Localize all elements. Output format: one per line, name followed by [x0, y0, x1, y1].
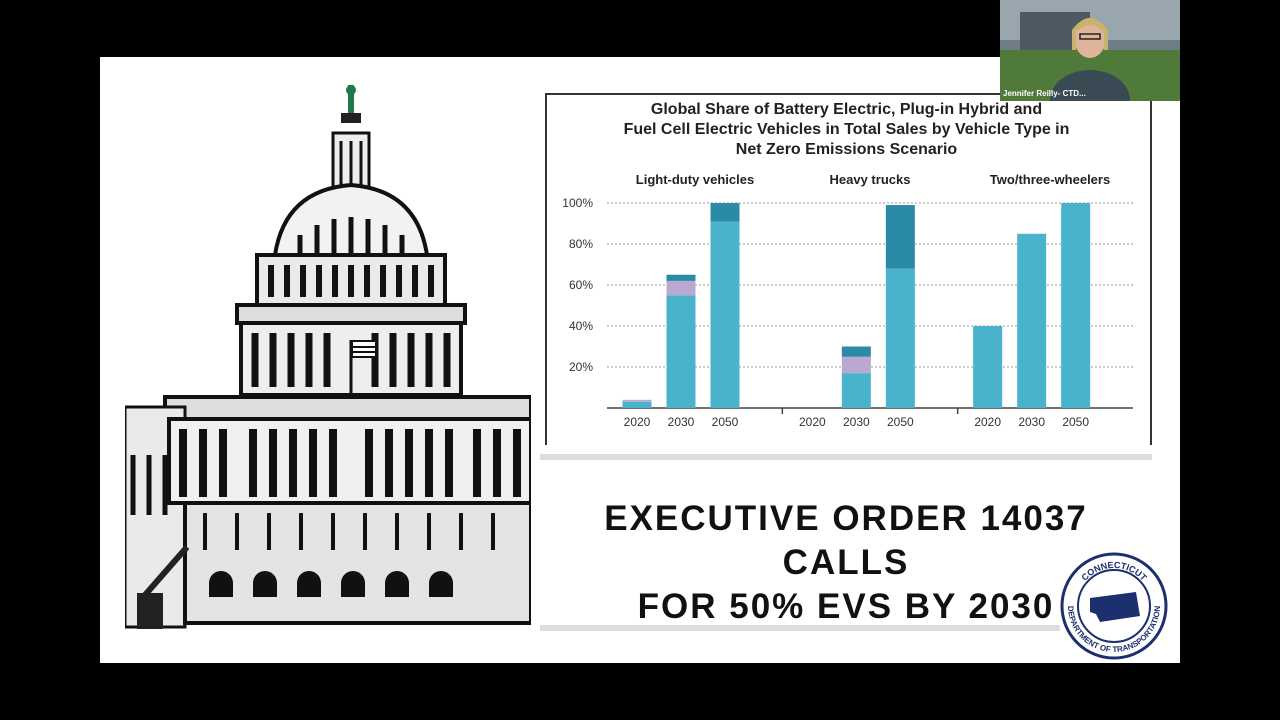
- bar-segment: [885, 268, 915, 408]
- bar-segment: [666, 280, 696, 296]
- y-tick-label: 40%: [569, 319, 593, 333]
- bar-segment: [841, 356, 871, 374]
- bar-segment: [622, 401, 652, 408]
- bar-segment: [710, 203, 740, 222]
- bar-segment: [885, 205, 915, 269]
- panel-label-heavy-trucks: Heavy trucks: [829, 172, 911, 187]
- ctdot-seal-logo: CONNECTICUT DEPARTMENT OF TRANSPORTATION: [1060, 552, 1168, 660]
- divider-bottom: [540, 625, 1060, 631]
- x-tick-label: 2050: [1062, 415, 1089, 429]
- y-tick-label: 100%: [562, 196, 593, 210]
- stacked-bar-chart: 20% 40% 60% 80% 100% 2020 2030 2050 2020 2030 2050…: [562, 196, 1133, 429]
- panel-label-two-three-wheelers: Two/three-wheelers: [989, 172, 1111, 187]
- panel-label-light-duty: Light-duty vehicles: [635, 172, 755, 187]
- chart-title-line-2: Fuel Cell Electric Vehicles in Total Sal…: [623, 121, 1070, 138]
- headline: EXECUTIVE ORDER 14037 CALLS FOR 50% EVS …: [540, 497, 1152, 629]
- divider-top: [540, 454, 1152, 460]
- bar-segment: [841, 346, 871, 357]
- x-tick-label: 2030: [1018, 415, 1045, 429]
- y-tick-label: 80%: [569, 237, 593, 251]
- x-tick-label: 2030: [668, 415, 695, 429]
- headline-line-1: EXECUTIVE ORDER 14037 CALLS: [604, 499, 1088, 582]
- bar-segment: [841, 373, 871, 408]
- chart-title: Global Share of Battery Electric, Plug-i…: [545, 100, 1148, 160]
- x-tick-label: 2020: [799, 415, 826, 429]
- x-tick-label: 2050: [887, 415, 914, 429]
- y-tick-label: 20%: [569, 360, 593, 374]
- x-tick-label: 2020: [974, 415, 1001, 429]
- bar-segment: [1017, 233, 1047, 408]
- chart-title-line-3: Net Zero Emissions Scenario: [735, 141, 958, 158]
- participant-video-thumbnail[interactable]: Jennifer Reilly- CTD...: [1000, 0, 1180, 101]
- headline-line-2: FOR 50% EVS BY 2030: [637, 587, 1055, 626]
- chart-title-line-1: Global Share of Battery Electric, Plug-i…: [650, 101, 1043, 118]
- y-tick-label: 60%: [569, 278, 593, 292]
- x-tick-label: 2020: [624, 415, 651, 429]
- x-tick-label: 2050: [712, 415, 739, 429]
- bar-segment: [622, 399, 652, 402]
- participant-name-label: Jennifer Reilly- CTD...: [1003, 89, 1086, 98]
- bar-segment: [710, 221, 740, 408]
- bar-segment: [973, 326, 1003, 408]
- bar-segment: [666, 274, 696, 281]
- video-feed: [1000, 0, 1180, 101]
- bar-segment: [666, 295, 696, 408]
- bar-segment: [1061, 203, 1091, 408]
- capitol-building-illustration: [125, 85, 531, 629]
- x-tick-label: 2030: [843, 415, 870, 429]
